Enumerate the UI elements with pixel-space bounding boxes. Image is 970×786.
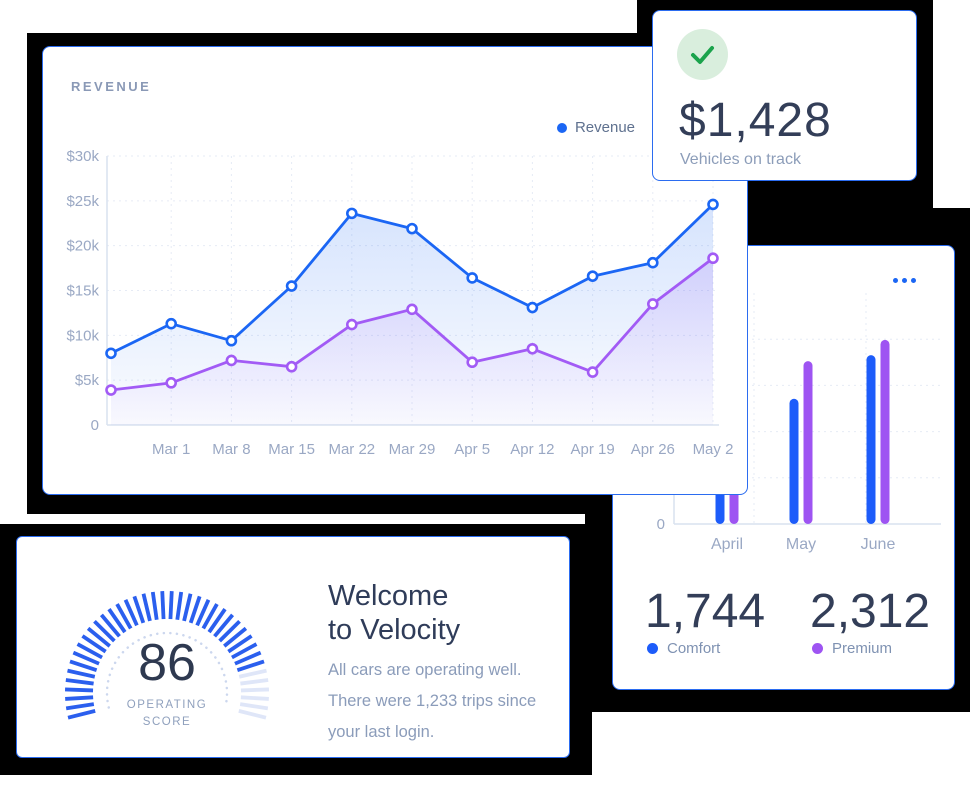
svg-text:$25k: $25k <box>66 193 99 210</box>
ellipsis-menu-button[interactable] <box>889 274 920 287</box>
svg-text:Apr 19: Apr 19 <box>570 441 614 458</box>
svg-text:Mar 22: Mar 22 <box>328 441 375 458</box>
ellipsis-dot <box>911 278 916 283</box>
welcome-title: Welcome to Velocity <box>328 580 461 646</box>
welcome-message: All cars are operating well. There were … <box>328 661 537 741</box>
check-glyph <box>691 46 714 64</box>
svg-text:Mar 8: Mar 8 <box>212 441 250 458</box>
svg-text:$10k: $10k <box>66 327 99 344</box>
operating-score-value: 86 <box>138 634 196 692</box>
svg-text:Mar 29: Mar 29 <box>389 441 436 458</box>
comfort-total: 1,744 <box>645 585 766 638</box>
svg-text:April: April <box>711 536 743 553</box>
comfort-dot-icon <box>647 643 658 654</box>
svg-text:May 2: May 2 <box>693 441 734 458</box>
revenue-line-chart: $30k $25k $20k $15k $10k $5k 0 Mar 1 Mar 8 Mar 15… <box>66 148 734 458</box>
premium-total: 2,312 <box>810 585 931 638</box>
svg-text:Mar 15: Mar 15 <box>268 441 315 458</box>
premium-legend-item[interactable]: Premium <box>812 640 892 657</box>
premium-dot-icon <box>812 643 823 654</box>
ellipsis-dot <box>893 278 898 283</box>
vehicles-stat-label: Vehicles on track <box>680 151 801 168</box>
svg-text:Apr 12: Apr 12 <box>510 441 554 458</box>
svg-text:$5k: $5k <box>75 372 100 389</box>
premium-legend-label: Premium <box>832 640 893 657</box>
svg-text:0: 0 <box>91 417 99 434</box>
check-icon <box>677 29 728 80</box>
svg-text:$20k: $20k <box>66 238 99 255</box>
vehicles-stat-card: $1,428 Vehicles on track <box>652 10 917 181</box>
comfort-legend-label: Comfort <box>667 640 721 657</box>
comfort-legend-item[interactable]: Comfort <box>647 640 720 657</box>
svg-text:Apr 26: Apr 26 <box>631 441 675 458</box>
revenue-dot-icon <box>556 122 567 133</box>
operating-score-gauge <box>64 591 270 720</box>
vehicles-stat-value: $1,428 <box>679 94 832 147</box>
revenue-card-title: REVENUE <box>71 79 152 94</box>
ellipsis-dot <box>902 278 907 283</box>
svg-text:May: May <box>786 536 816 553</box>
svg-text:$30k: $30k <box>66 148 99 165</box>
welcome-card: 86 OPERATING SCORE Welcome to Velocity A… <box>16 536 570 758</box>
svg-text:Apr 5: Apr 5 <box>454 441 490 458</box>
svg-text:June: June <box>861 536 896 553</box>
revenue-legend-item[interactable]: Revenue <box>556 119 635 136</box>
svg-text:$15k: $15k <box>66 283 99 300</box>
operating-score-caption: OPERATING SCORE <box>126 699 208 728</box>
svg-text:0: 0 <box>657 516 665 533</box>
revenue-legend-label: Revenue <box>574 119 635 136</box>
svg-text:Mar 1: Mar 1 <box>152 441 190 458</box>
revenue-card: REVENUE $30k $25k $20k $15k $10k $5k 0 Mar 1 Mar… <box>42 46 748 495</box>
